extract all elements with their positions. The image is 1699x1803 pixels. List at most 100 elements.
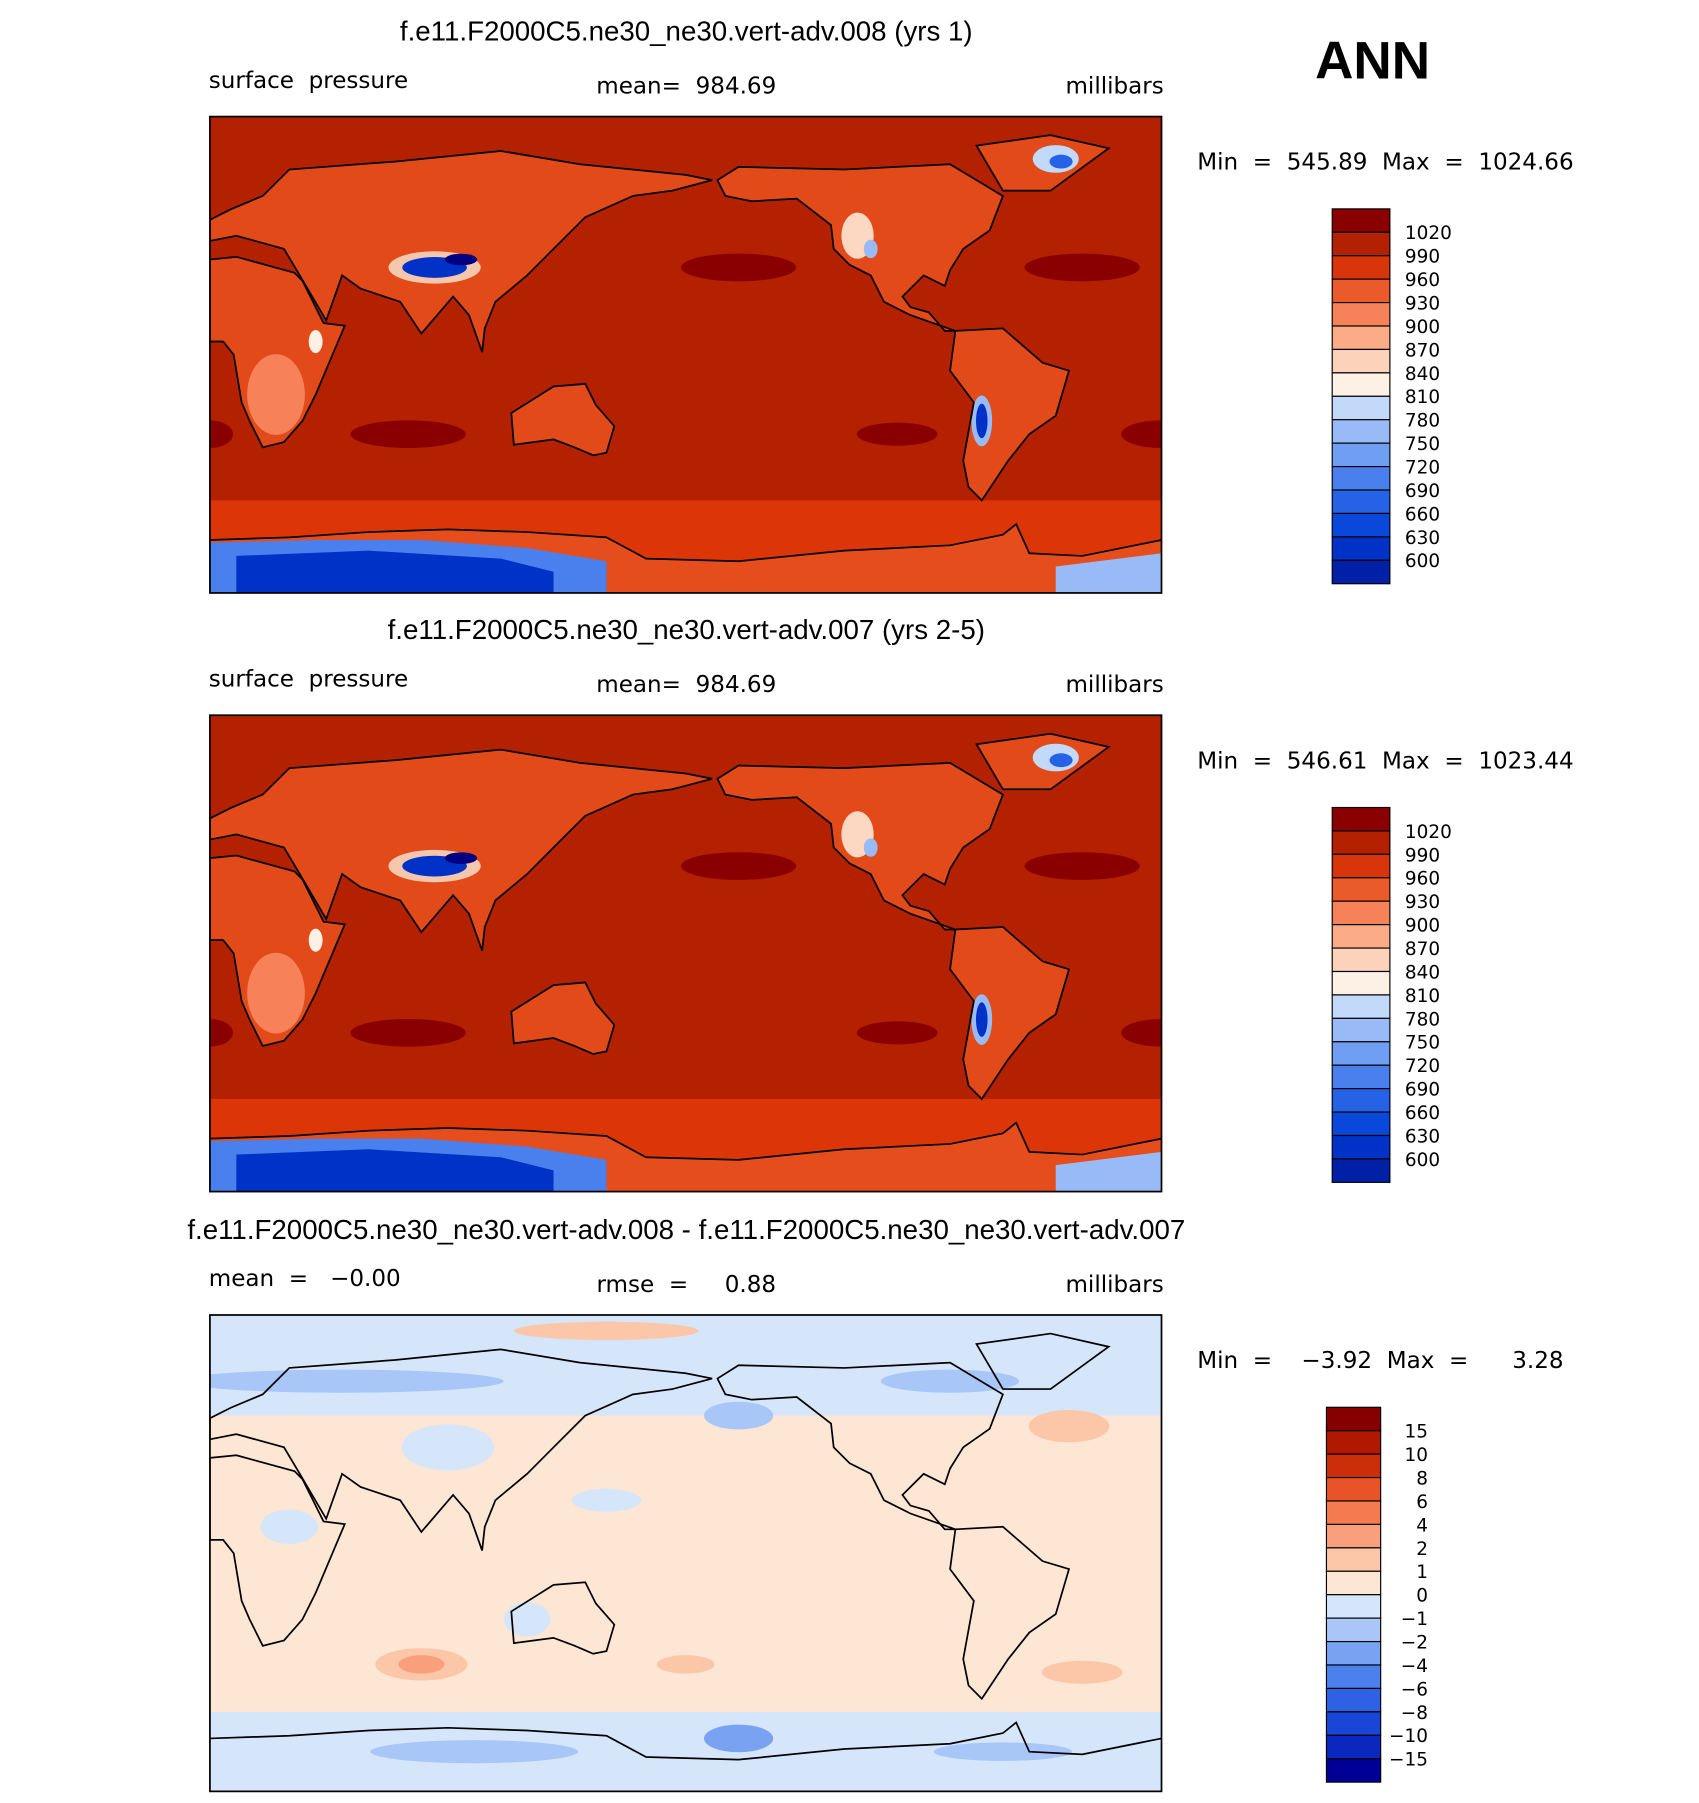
colorbar-label: 900 bbox=[1405, 916, 1440, 937]
colorbar-label: 1020 bbox=[1405, 223, 1452, 244]
high-pressure bbox=[1024, 253, 1140, 282]
colorbar-box bbox=[1331, 348, 1391, 374]
colorbar-label: 8 bbox=[1416, 1468, 1428, 1489]
high-pressure bbox=[680, 253, 797, 282]
terrain bbox=[444, 852, 478, 864]
coastline bbox=[510, 382, 616, 457]
colorbar-box bbox=[1325, 1523, 1382, 1549]
land bbox=[209, 150, 713, 353]
coastline bbox=[975, 134, 1111, 192]
antarctic-plateau bbox=[1055, 553, 1162, 593]
antarctic-plateau bbox=[236, 550, 554, 593]
colorbar-label: 660 bbox=[1405, 504, 1440, 525]
terrain bbox=[444, 253, 478, 266]
land bbox=[950, 328, 1069, 501]
colorbar-label: 900 bbox=[1405, 317, 1440, 338]
colorbar-label: 600 bbox=[1405, 1150, 1440, 1171]
high-pressure bbox=[1024, 852, 1140, 880]
coastline bbox=[209, 1348, 713, 1551]
antarctic-plateau bbox=[236, 1149, 554, 1192]
colorbar-box bbox=[1331, 924, 1391, 949]
season-title: ANN bbox=[1315, 32, 1430, 91]
coastline bbox=[716, 761, 1004, 931]
anomaly bbox=[571, 1488, 642, 1512]
land bbox=[209, 256, 345, 448]
colorbar-label: 720 bbox=[1405, 458, 1440, 479]
anomaly bbox=[1041, 1660, 1123, 1684]
colorbar-box bbox=[1331, 830, 1391, 855]
colorbar-label: −2 bbox=[1401, 1632, 1428, 1653]
colorbar-box bbox=[1331, 806, 1391, 832]
colorbar-box bbox=[1331, 442, 1391, 468]
colorbar-box bbox=[1325, 1664, 1382, 1690]
colorbar-box bbox=[1331, 489, 1391, 515]
colorbar-label: 690 bbox=[1405, 1080, 1440, 1101]
high-pressure bbox=[680, 852, 797, 880]
map bbox=[209, 1315, 1162, 1792]
antarctic-plateau bbox=[1055, 1151, 1162, 1192]
colorbar-box bbox=[1325, 1476, 1382, 1502]
coastline bbox=[949, 1525, 1071, 1701]
colorbar-box bbox=[1331, 536, 1391, 561]
colorbar-box bbox=[1331, 1134, 1391, 1160]
anomaly bbox=[260, 1509, 319, 1545]
map-frame bbox=[209, 115, 1163, 594]
high-pressure bbox=[856, 1021, 938, 1045]
colorbar-box bbox=[1331, 512, 1391, 538]
colorbar-box bbox=[1325, 1594, 1382, 1619]
coastline bbox=[975, 1332, 1111, 1390]
anomaly bbox=[703, 1724, 774, 1753]
coastline bbox=[209, 255, 347, 449]
anomaly bbox=[401, 1424, 494, 1471]
coastline bbox=[209, 748, 713, 952]
colorbar-box bbox=[1331, 559, 1391, 585]
coastline bbox=[209, 150, 713, 353]
land bbox=[511, 383, 615, 456]
colorbar-label: 630 bbox=[1405, 1126, 1440, 1147]
colorbar-label: 780 bbox=[1405, 411, 1440, 432]
anomaly bbox=[514, 1321, 699, 1341]
high-pressure bbox=[350, 420, 466, 449]
colorbar-box bbox=[1325, 1500, 1382, 1526]
colorbar-label: 4 bbox=[1416, 1515, 1428, 1536]
colorbar-box bbox=[1325, 1711, 1382, 1736]
colorbar-box bbox=[1331, 1041, 1391, 1066]
colorbar-box bbox=[1331, 877, 1391, 902]
colorbar-label: 15 bbox=[1404, 1422, 1427, 1443]
colorbar-label: 930 bbox=[1405, 294, 1440, 315]
map-frame bbox=[209, 1314, 1163, 1793]
panel: f.e11.F2000C5.ne30_ne30.vert-adv.008 (yr… bbox=[209, 15, 1574, 594]
colorbar-label: 810 bbox=[1405, 986, 1440, 1007]
land bbox=[209, 855, 345, 1047]
land bbox=[511, 982, 615, 1054]
terrain bbox=[247, 952, 305, 1034]
colorbar-box bbox=[1331, 325, 1391, 351]
map bbox=[209, 715, 1162, 1192]
colorbar-label: 840 bbox=[1405, 962, 1440, 983]
terrain bbox=[308, 330, 323, 354]
panel-title: f.e11.F2000C5.ne30_ne30.vert-adv.008 (yr… bbox=[400, 15, 973, 46]
right-label: millibars bbox=[1065, 74, 1163, 100]
colorbar-label: −10 bbox=[1389, 1726, 1428, 1747]
coastline bbox=[716, 163, 1004, 332]
colorbar-label: 0 bbox=[1416, 1586, 1428, 1607]
colorbar-label: −4 bbox=[1401, 1656, 1428, 1677]
colorbar-box bbox=[1325, 1547, 1382, 1572]
colorbar-box bbox=[1331, 395, 1391, 421]
anomaly bbox=[398, 1655, 445, 1674]
colorbar-label: 780 bbox=[1405, 1009, 1440, 1030]
colorbar-box bbox=[1331, 1064, 1391, 1090]
colorbar-label: 1020 bbox=[1405, 822, 1452, 843]
colorbar-label: 6 bbox=[1416, 1492, 1428, 1513]
anomaly bbox=[1028, 1410, 1110, 1443]
colorbar-label: 990 bbox=[1405, 247, 1440, 268]
map-frame bbox=[209, 714, 1163, 1193]
colorbar-label: 990 bbox=[1405, 845, 1440, 866]
terrain bbox=[1049, 154, 1073, 169]
min-max: Min = 545.89 Max = 1024.66 bbox=[1197, 150, 1573, 176]
high-pressure bbox=[209, 1018, 233, 1047]
colorbar-box bbox=[1325, 1640, 1382, 1666]
colorbar-label: 1 bbox=[1416, 1562, 1428, 1583]
